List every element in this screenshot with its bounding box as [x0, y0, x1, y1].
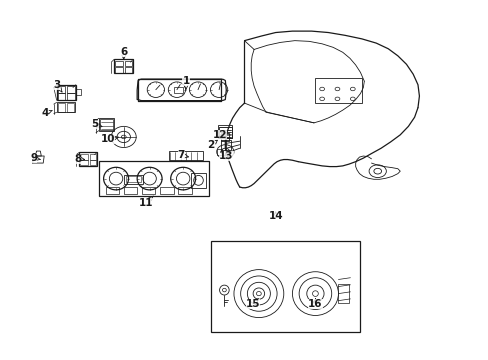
Bar: [89, 160, 96, 165]
Text: 12: 12: [212, 130, 226, 140]
Text: 1: 1: [182, 76, 189, 89]
Bar: [123, 187, 137, 194]
Bar: [220, 140, 231, 150]
Bar: [124, 67, 132, 73]
Bar: [168, 151, 203, 160]
Text: 5: 5: [91, 119, 102, 129]
Text: 8: 8: [74, 154, 84, 164]
Bar: [115, 61, 122, 66]
Bar: [89, 154, 96, 159]
Bar: [315, 78, 362, 103]
Bar: [338, 284, 348, 303]
Bar: [173, 87, 183, 93]
Bar: [76, 89, 81, 95]
Bar: [124, 61, 132, 66]
Bar: [99, 118, 114, 131]
Bar: [80, 160, 88, 165]
Text: 11: 11: [139, 196, 153, 208]
Bar: [57, 85, 76, 100]
Text: 10: 10: [101, 134, 118, 144]
Text: 6: 6: [120, 47, 127, 59]
Bar: [100, 119, 113, 130]
Bar: [105, 187, 119, 194]
Bar: [58, 86, 65, 93]
Bar: [114, 59, 133, 73]
Bar: [210, 242, 359, 332]
Bar: [67, 93, 75, 100]
Bar: [67, 86, 75, 93]
Bar: [115, 67, 122, 73]
Bar: [125, 176, 141, 183]
Bar: [218, 127, 232, 138]
Bar: [217, 125, 232, 138]
Bar: [99, 161, 208, 196]
Text: 3: 3: [53, 80, 62, 92]
Bar: [80, 154, 88, 159]
Text: 9: 9: [30, 153, 40, 163]
Bar: [79, 153, 97, 166]
Text: 4: 4: [42, 108, 52, 118]
Text: 14: 14: [268, 211, 283, 221]
Bar: [220, 134, 229, 141]
Bar: [190, 173, 206, 188]
Bar: [67, 103, 74, 112]
Text: 16: 16: [307, 299, 322, 309]
Bar: [216, 149, 222, 154]
Text: 2: 2: [207, 140, 217, 150]
Bar: [123, 175, 142, 184]
Bar: [57, 102, 75, 112]
Bar: [58, 93, 65, 100]
Bar: [58, 103, 65, 112]
Bar: [160, 187, 173, 194]
Bar: [142, 187, 155, 194]
Text: 13: 13: [219, 151, 233, 161]
Text: 7: 7: [177, 150, 188, 160]
Bar: [178, 187, 191, 194]
Text: 15: 15: [245, 299, 260, 309]
